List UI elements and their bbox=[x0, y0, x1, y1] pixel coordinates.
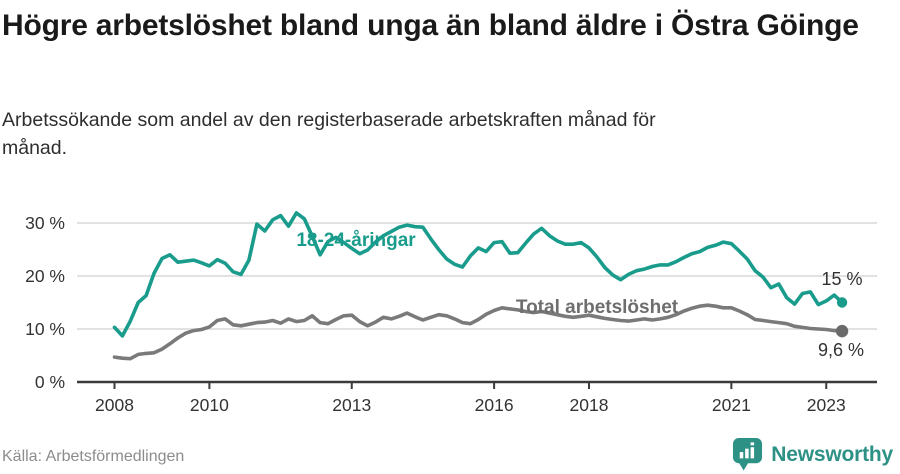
value-label-youth: 15 % bbox=[821, 269, 862, 289]
chart-canvas: 2008 2010 2013 2016 2018 2021 2023 0 % 10 % 20 % 3… bbox=[25, 211, 877, 415]
x-tick-label: 2013 bbox=[332, 395, 371, 415]
y-tick-label: 20 % bbox=[25, 266, 65, 286]
newsworthy-logo-link[interactable]: Newsworthy bbox=[732, 437, 893, 472]
newsworthy-pin-bar-chart-icon bbox=[732, 437, 763, 472]
x-tick-label: 2018 bbox=[570, 395, 609, 415]
x-tick-label: 2008 bbox=[95, 395, 134, 415]
x-tick-label: 2010 bbox=[190, 395, 229, 415]
y-tick-label: 10 % bbox=[25, 319, 65, 339]
brand-name: Newsworthy bbox=[771, 442, 893, 466]
page-title: Högre arbetslöshet bland unga än bland ä… bbox=[2, 9, 859, 42]
x-tick-label: 2016 bbox=[475, 395, 514, 415]
y-tick-label: 0 % bbox=[35, 372, 65, 392]
line-chart: 2008 2010 2013 2016 2018 2021 2023 0 % 10 % 20 % 3… bbox=[0, 190, 900, 430]
series-line-total bbox=[112, 303, 844, 361]
series-label-youth: 18-24-åringar bbox=[296, 230, 416, 251]
source-note: Källa: Arbetsförmedlingen bbox=[2, 448, 185, 465]
x-tick-label: 2023 bbox=[807, 395, 846, 415]
page-subtitle: Arbetssökande som andel av den registerb… bbox=[2, 109, 656, 159]
value-label-total: 9,6 % bbox=[818, 340, 864, 360]
series-line-youth bbox=[112, 211, 844, 338]
x-tick-label: 2021 bbox=[712, 395, 751, 415]
series-end-dot-total bbox=[835, 324, 849, 338]
y-tick-label: 30 % bbox=[25, 213, 65, 233]
series-label-total: Total arbetslöshet bbox=[516, 297, 679, 318]
series-end-dot-youth bbox=[836, 297, 848, 308]
